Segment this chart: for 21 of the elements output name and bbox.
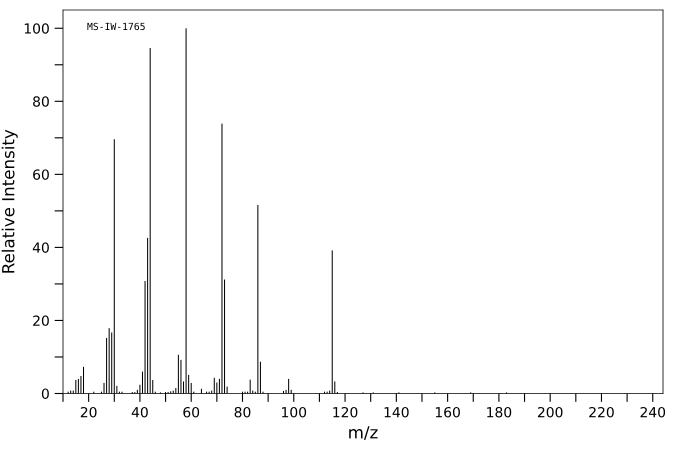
x-tick-label: 20 [80, 406, 97, 418]
x-tick-label: 220 [589, 406, 614, 418]
x-tick-label: 60 [183, 406, 200, 418]
y-tick-label: 20 [33, 315, 49, 326]
y-tick-label: 0 [42, 388, 49, 399]
x-axis-title: m/z [349, 426, 378, 440]
x-tick-label: 80 [234, 406, 250, 418]
x-tick-label: 160 [436, 406, 460, 418]
annotation: MS-IW-1765 [87, 22, 145, 30]
y-tick-label: 40 [32, 242, 49, 253]
y-tick-label: 60 [33, 169, 49, 180]
y-axis-title: Relative Intensity [2, 130, 18, 273]
x-tick-label: 140 [384, 406, 409, 418]
x-tick-label: 40 [132, 406, 148, 418]
y-tick-label: 80 [33, 96, 49, 107]
x-tick-label: 120 [333, 406, 358, 418]
x-tick-label: 240 [640, 406, 666, 418]
x-tick-label: 180 [487, 406, 512, 418]
y-tick-label: 100 [24, 23, 49, 34]
x-tick-label: 200 [538, 406, 563, 418]
x-tick-label: 100 [282, 406, 306, 418]
